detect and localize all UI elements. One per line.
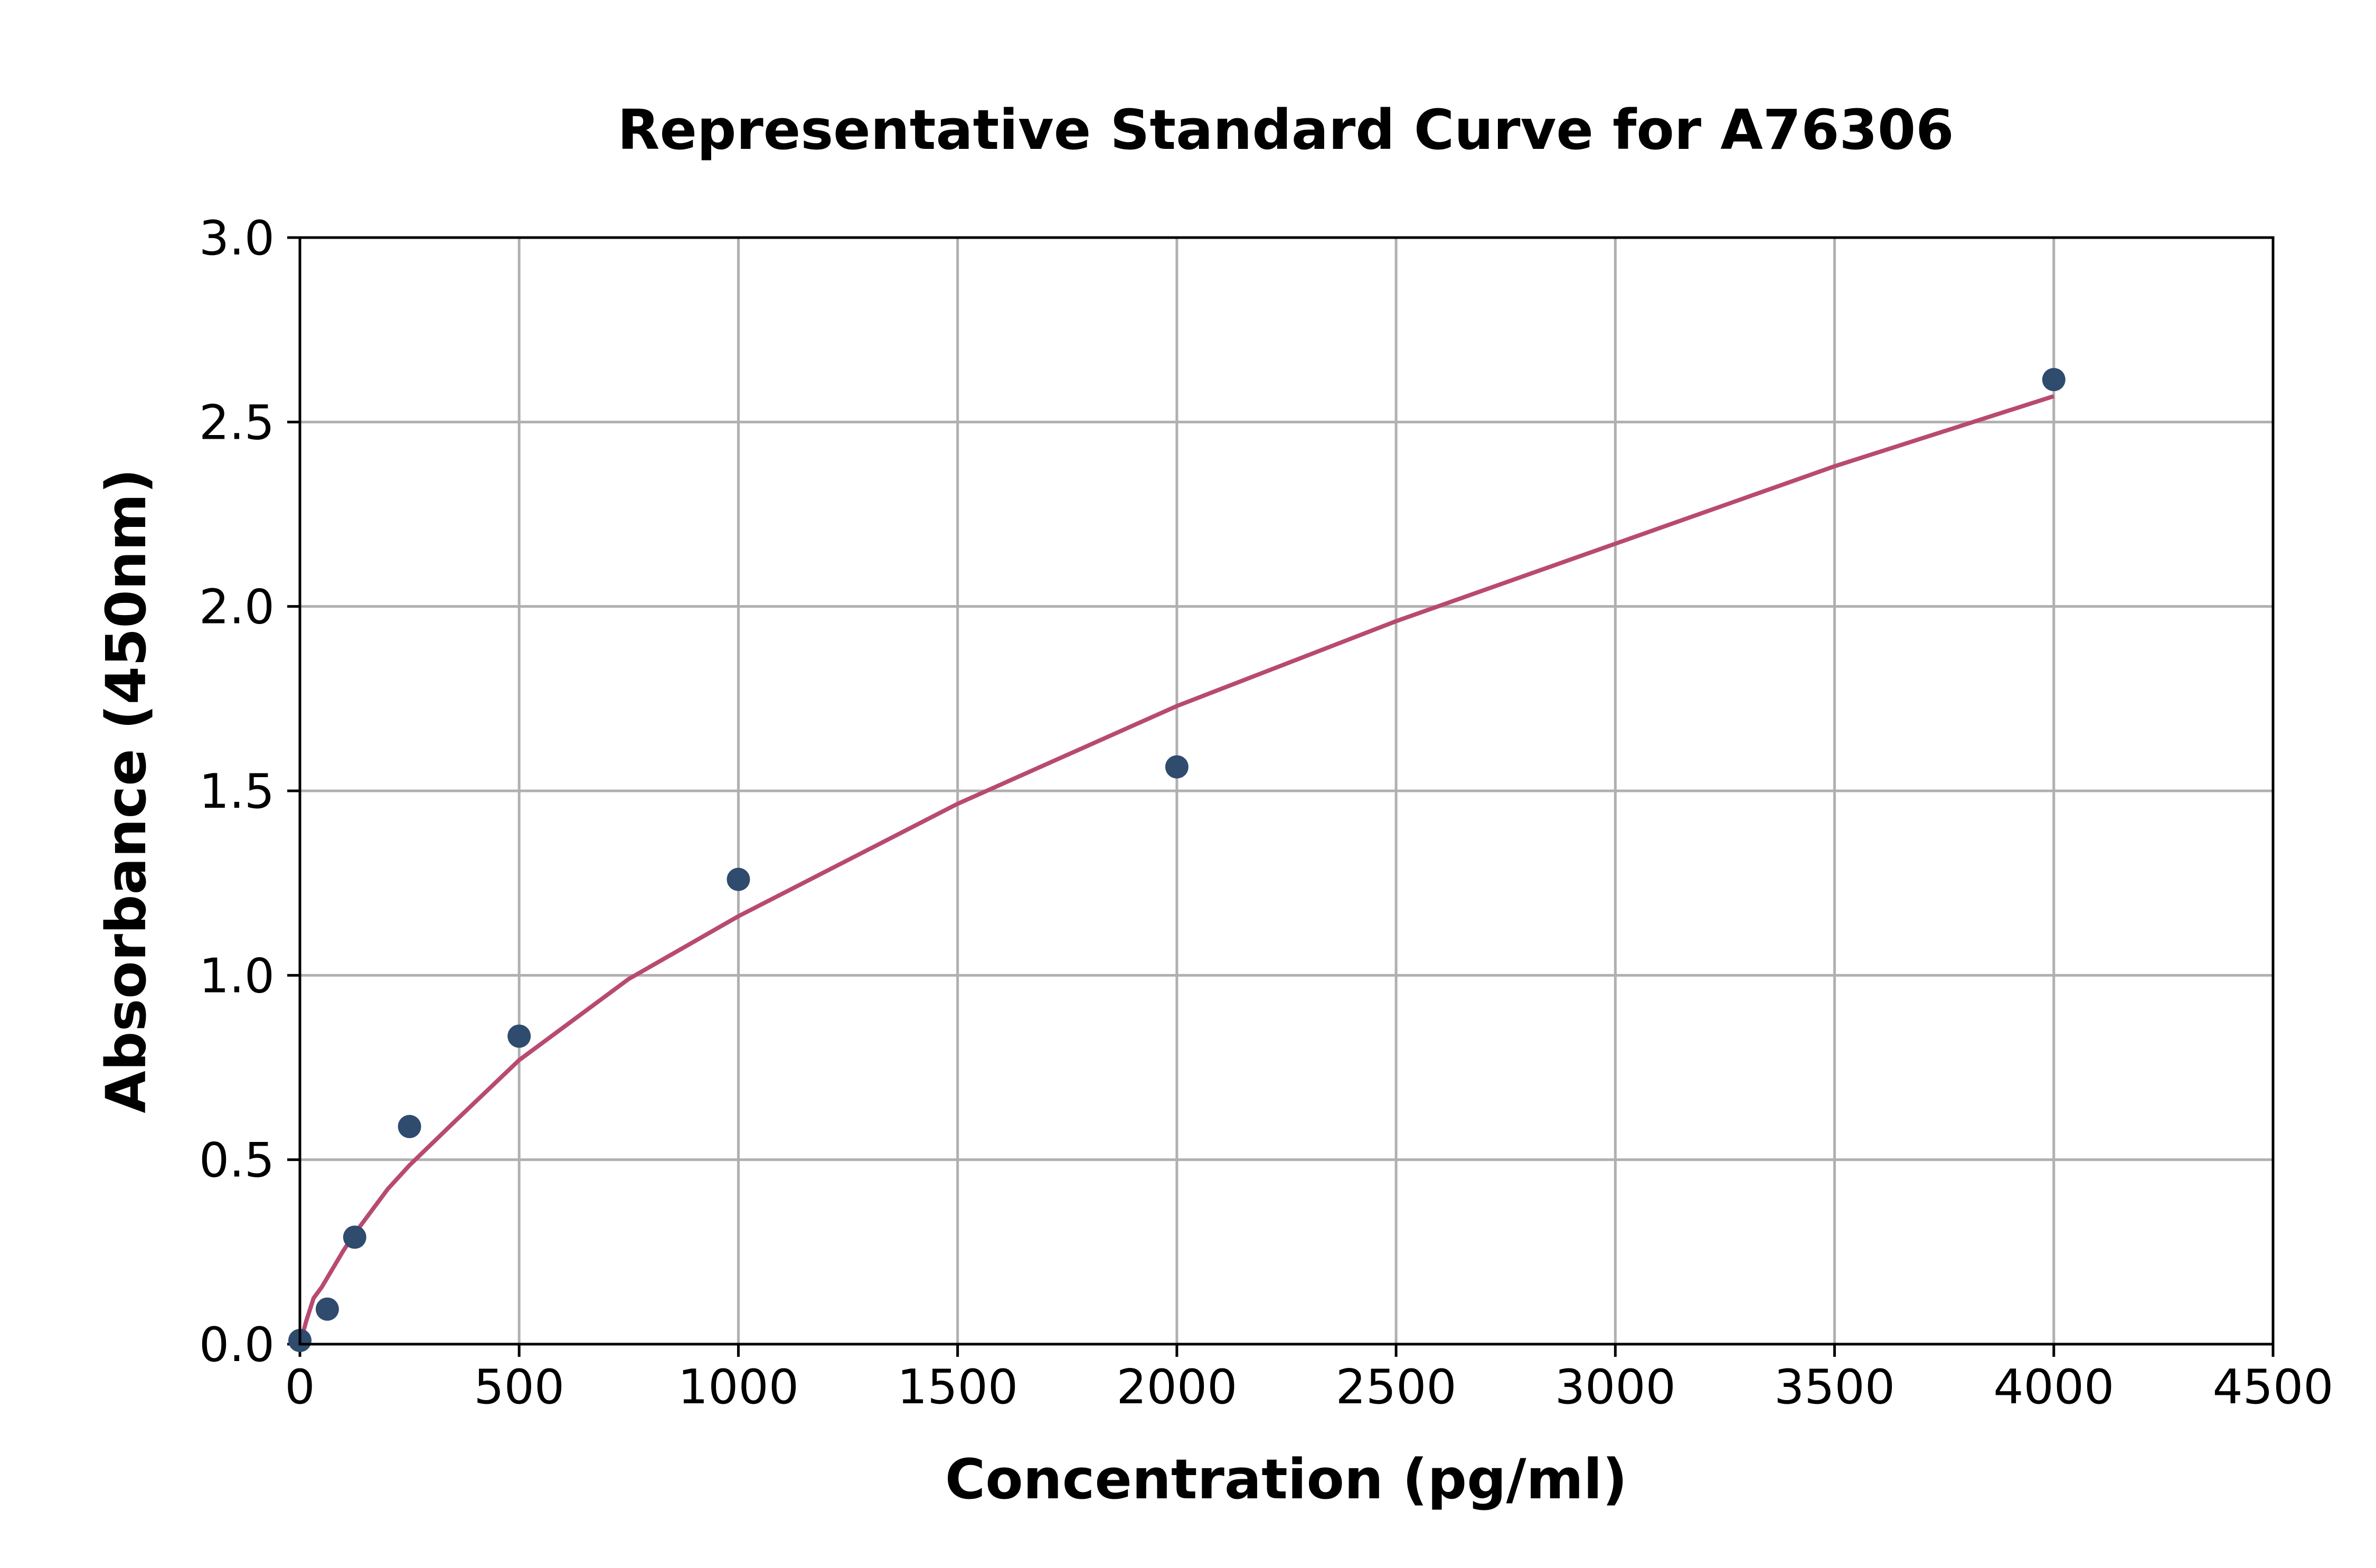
x-axis-label: Concentration (pg/ml) bbox=[945, 1447, 1627, 1512]
data-point bbox=[343, 1225, 366, 1249]
x-tick-label: 4500 bbox=[2212, 1359, 2333, 1415]
x-tick-label: 1000 bbox=[678, 1359, 799, 1415]
y-tick-label: 2.5 bbox=[199, 395, 275, 450]
fit-curve-line bbox=[298, 394, 2055, 1345]
x-tick-label: 1500 bbox=[897, 1359, 1018, 1415]
y-axis-label: Absorbance (450nm) bbox=[94, 468, 158, 1113]
y-tick-label: 1.5 bbox=[199, 764, 275, 819]
x-tick-label: 0 bbox=[285, 1359, 315, 1415]
grid-lines bbox=[298, 236, 2275, 1346]
data-point bbox=[507, 1024, 531, 1048]
axis-ticks bbox=[287, 236, 2275, 1357]
data-points-group bbox=[288, 367, 2066, 1353]
tick-labels: 0 500 1000 1500 2000 2500 3000 3500 4000 4500 0.0 0… bbox=[199, 211, 2334, 1415]
data-point bbox=[1165, 755, 1189, 779]
y-tick-label: 1.0 bbox=[199, 948, 275, 1004]
data-point bbox=[2042, 367, 2066, 391]
y-tick-label: 3.0 bbox=[199, 211, 275, 266]
chart-title: Representative Standard Curve for A76306 bbox=[617, 98, 1954, 162]
y-tick-label: 0.0 bbox=[199, 1317, 275, 1373]
x-tick-label: 2000 bbox=[1116, 1359, 1237, 1415]
y-tick-label: 2.0 bbox=[199, 580, 275, 635]
x-tick-label: 500 bbox=[474, 1359, 564, 1415]
x-tick-label: 4000 bbox=[1993, 1359, 2114, 1415]
fit-curve-group bbox=[298, 394, 2055, 1345]
data-point bbox=[727, 867, 750, 891]
plot-frame bbox=[298, 236, 2275, 1346]
x-tick-label: 2500 bbox=[1336, 1359, 1457, 1415]
x-tick-label: 3500 bbox=[1774, 1359, 1895, 1415]
y-tick-label: 0.5 bbox=[199, 1133, 275, 1188]
data-point bbox=[398, 1114, 421, 1138]
x-tick-label: 3000 bbox=[1555, 1359, 1676, 1415]
data-point bbox=[315, 1297, 339, 1321]
